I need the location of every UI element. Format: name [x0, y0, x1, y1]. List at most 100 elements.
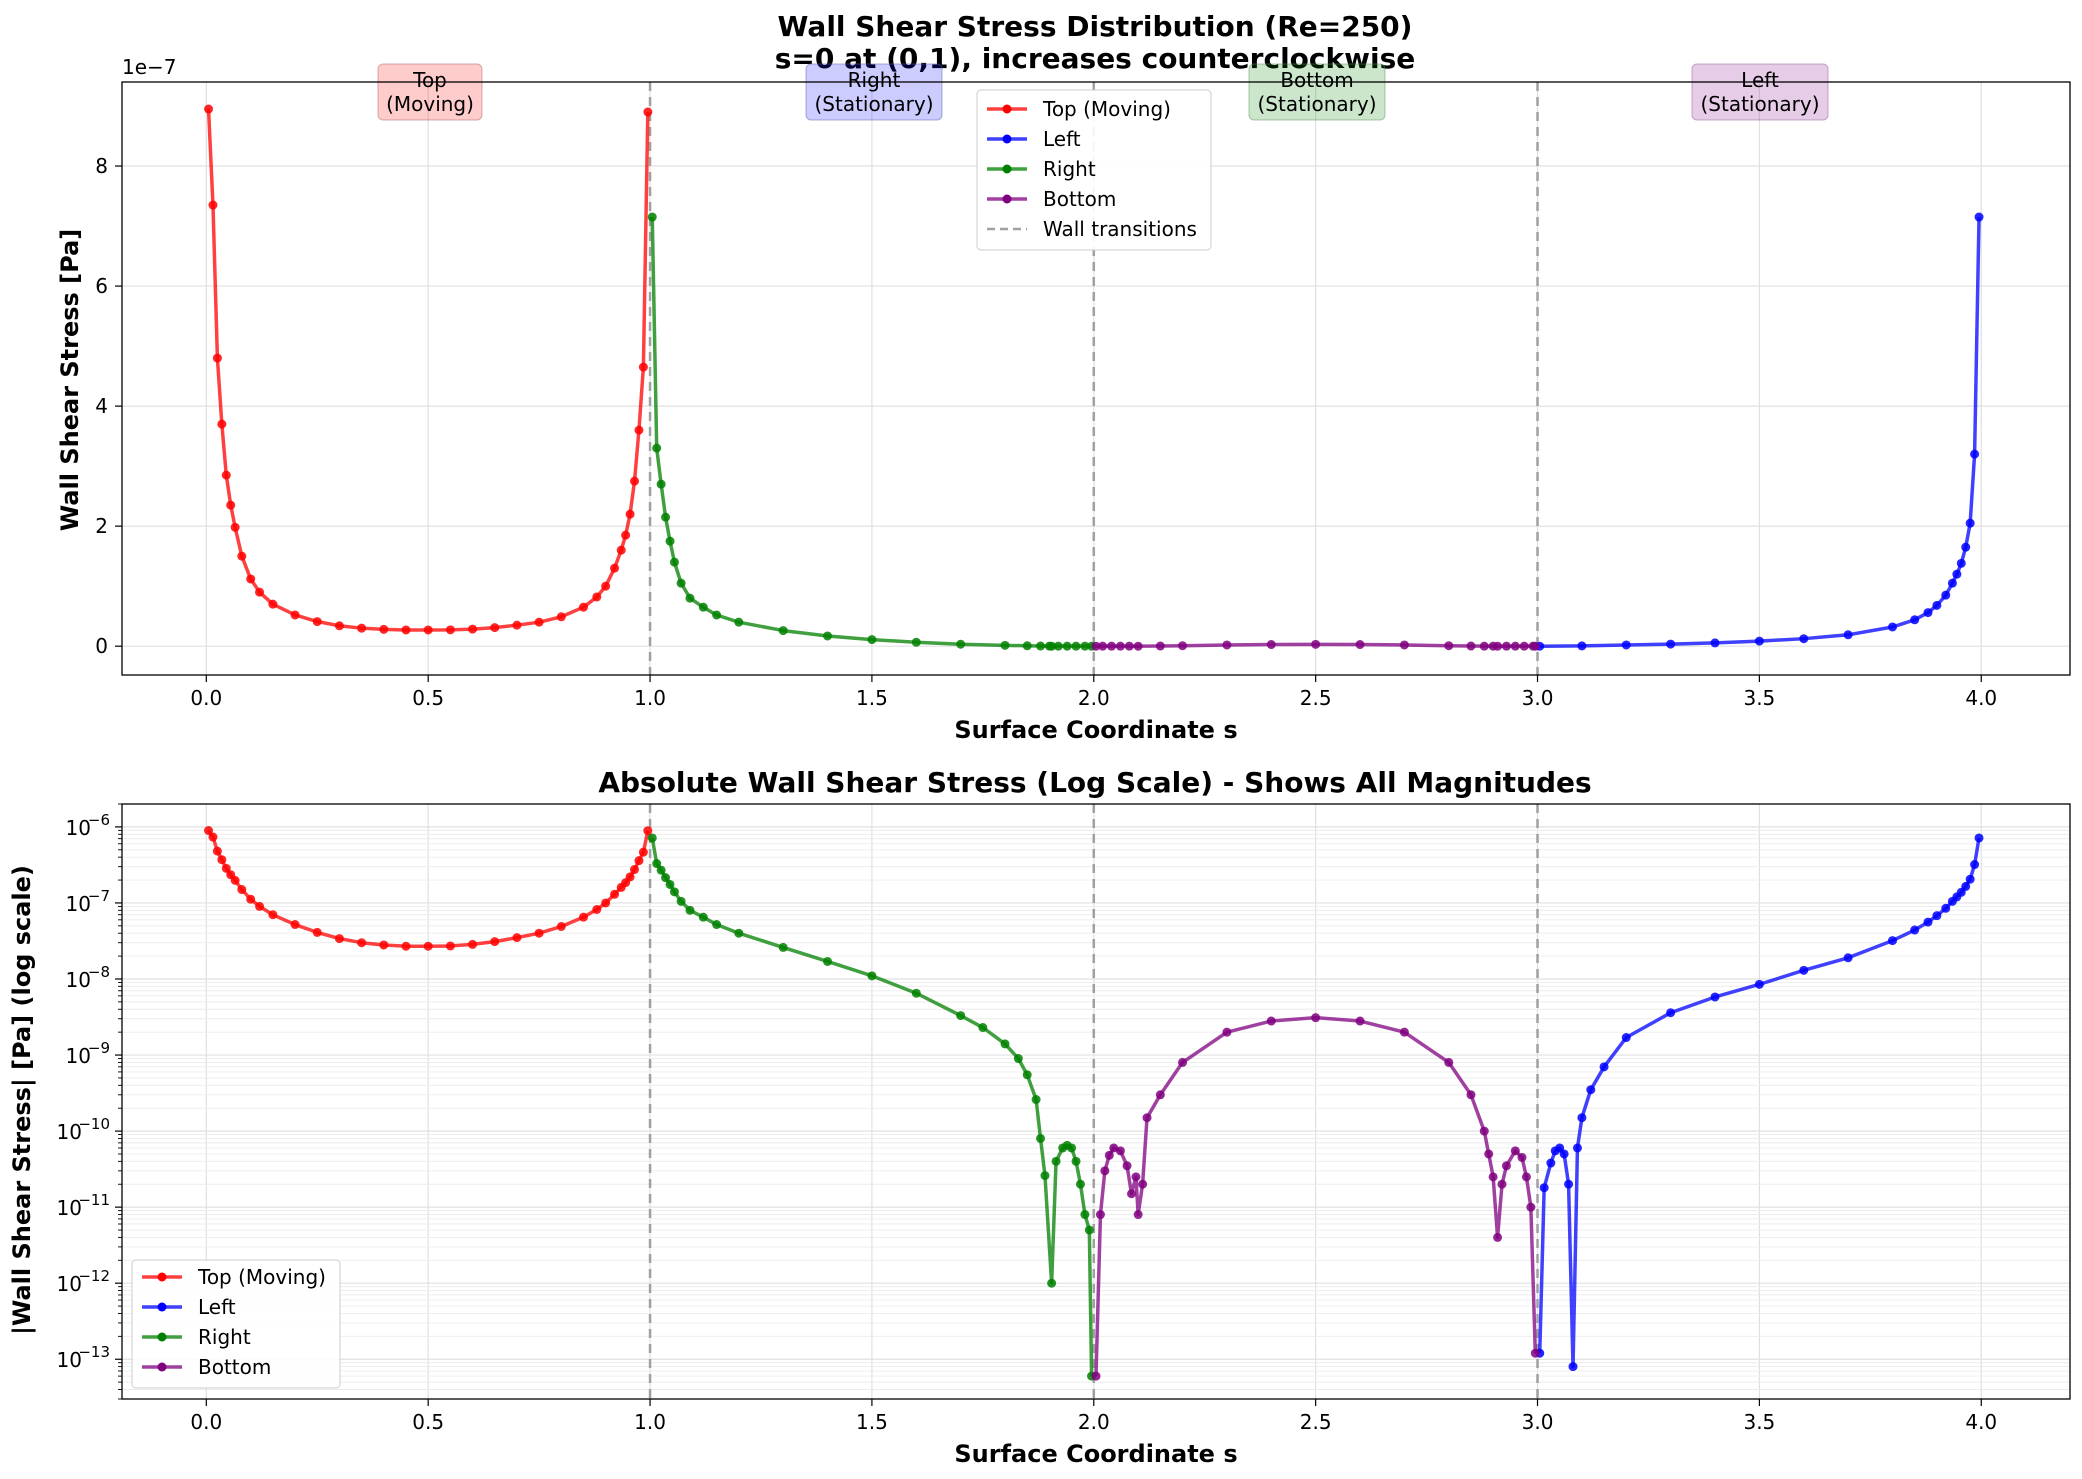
y-tick-exponent: −11: [78, 1191, 110, 1209]
x-tick-label: 3.5: [1743, 686, 1775, 710]
bottom-chart-plot-frame: [121, 803, 2071, 1400]
data-point-left: [1621, 640, 1631, 650]
data-point-top-moving: [208, 832, 218, 842]
data-point-top-moving: [592, 905, 602, 914]
data-point-left: [1799, 965, 1809, 975]
data-point-top-moving: [634, 856, 644, 866]
data-point-top-moving: [246, 574, 256, 584]
x-tick-label: 4.0: [1965, 1410, 1997, 1434]
data-point-left: [1932, 911, 1942, 921]
data-point-top-moving: [230, 522, 240, 532]
y-tick-label: −610: [66, 811, 110, 840]
data-point-right: [1022, 641, 1032, 651]
data-point-top-moving: [357, 938, 367, 948]
data-point-right: [911, 988, 921, 998]
data-point-right: [1047, 1278, 1057, 1288]
data-point-bottom: [1155, 641, 1165, 651]
data-point-bottom: [1133, 641, 1143, 651]
data-point-bottom: [1466, 641, 1476, 651]
wall-label-bottom: Bottom (Stationary): [1248, 63, 1386, 121]
data-point-top-moving: [610, 889, 620, 899]
data-point-right: [1080, 1210, 1090, 1220]
data-point-top-moving: [268, 599, 278, 609]
data-point-bottom: [1501, 641, 1511, 651]
x-tick-label: 3.0: [1522, 686, 1554, 710]
data-point-bottom: [1222, 1027, 1232, 1037]
top-chart: Wall Shear Stress Distribution (Re=250) …: [56, 10, 2071, 744]
data-point-bottom: [1107, 641, 1117, 651]
data-point-right: [1053, 641, 1063, 651]
legend-label-right: Right: [1043, 157, 1096, 181]
data-point-bottom: [1444, 641, 1454, 651]
data-point-top-moving: [246, 894, 256, 904]
series-right: [647, 212, 1097, 651]
y-tick-base: 10: [57, 1348, 82, 1372]
data-point-top-moving: [630, 476, 640, 486]
data-point-bottom: [1266, 1016, 1276, 1026]
bottom-chart-xlabel: Surface Coordinate s: [954, 1440, 1237, 1468]
y-tick-exponent: −7: [88, 887, 110, 905]
data-point-top-moving: [379, 624, 389, 634]
data-point-top-moving: [312, 617, 322, 627]
data-point-right: [656, 479, 666, 489]
data-point-left: [1956, 558, 1966, 568]
wall-label-bottom-line1: Bottom: [1280, 68, 1353, 92]
data-point-left: [1843, 953, 1853, 963]
data-point-bottom: [1510, 641, 1520, 651]
data-point-top-moving: [610, 563, 620, 573]
x-tick-label: 1.5: [856, 1410, 888, 1434]
data-point-left: [1888, 936, 1898, 946]
x-tick-label: 2.5: [1300, 686, 1332, 710]
data-point-right: [823, 631, 833, 641]
legend-entry-right: Right: [142, 1325, 251, 1349]
wall-label-right-line2: (Stationary): [814, 92, 933, 116]
data-point-bottom: [1091, 641, 1101, 651]
data-point-left: [1961, 881, 1971, 891]
data-point-top-moving: [630, 865, 640, 875]
data-point-bottom: [1517, 1152, 1527, 1162]
data-point-left: [1799, 634, 1809, 644]
legend-label-wall-transitions: Wall transitions: [1043, 217, 1197, 241]
legend-entry-wall-transitions: Wall transitions: [987, 217, 1197, 241]
data-point-top-moving: [237, 551, 247, 561]
data-point-left: [1666, 1008, 1676, 1018]
data-point-top-moving: [556, 922, 566, 931]
y-tick-base: 10: [66, 1044, 91, 1068]
data-point-bottom: [1098, 641, 1108, 651]
data-point-top-moving: [643, 826, 653, 836]
data-point-top-moving: [578, 602, 588, 612]
data-point-left: [1577, 1113, 1587, 1123]
data-point-top-moving: [204, 826, 214, 836]
legend-entry-right: Right: [987, 157, 1096, 181]
legend-entry-top: Top (Moving): [987, 97, 1171, 121]
data-point-top-moving: [534, 928, 544, 938]
data-point-top-moving: [226, 500, 236, 510]
data-point-left: [1754, 979, 1764, 989]
data-point-left: [1539, 1183, 1549, 1193]
x-tick-label: 1.5: [856, 686, 888, 710]
legend-label-top: Top (Moving): [1042, 97, 1171, 121]
data-point-right: [698, 602, 708, 612]
x-tick-label: 0.5: [412, 1410, 444, 1434]
data-point-left: [1974, 833, 1984, 843]
legend-entry-left: Left: [142, 1295, 236, 1319]
x-tick-label: 0.0: [190, 686, 222, 710]
data-point-right: [661, 873, 671, 883]
y-tick-base: 10: [66, 892, 91, 916]
data-point-right: [1036, 641, 1046, 651]
data-point-right: [978, 1023, 988, 1033]
data-point-top-moving: [468, 624, 478, 634]
data-point-bottom: [1521, 1172, 1531, 1182]
data-point-top-moving: [490, 937, 500, 947]
data-point-top-moving: [230, 875, 240, 885]
data-point-left: [1910, 615, 1920, 625]
y-tick-label: 8: [95, 154, 108, 178]
y-tick-exponent: −12: [78, 1267, 110, 1285]
wall-label-left-line1: Left: [1741, 68, 1779, 92]
data-point-left: [1923, 608, 1933, 618]
data-point-bottom: [1178, 641, 1188, 651]
data-point-right: [1075, 1179, 1085, 1189]
data-point-top-moving: [334, 621, 344, 631]
y-tick-exponent: −9: [88, 1039, 110, 1057]
